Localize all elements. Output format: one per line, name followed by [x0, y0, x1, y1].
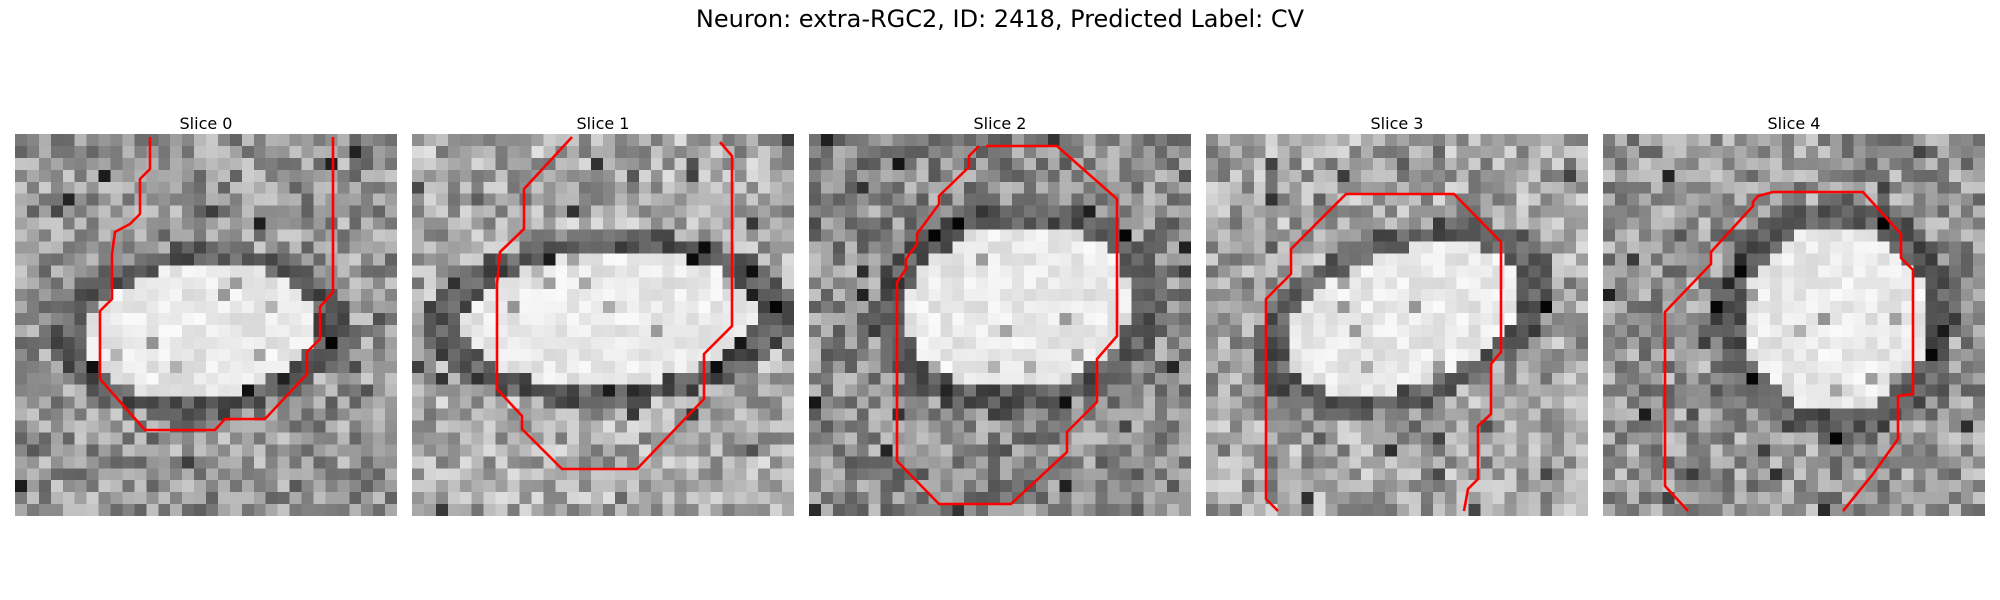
slice-panel-3: Slice 3 [1206, 114, 1588, 520]
cell-contour [98, 137, 335, 432]
slice-panel-0: Slice 0 [15, 114, 397, 520]
slice-title: Slice 1 [576, 114, 630, 133]
microscopy-image [809, 134, 1191, 516]
slice-panel-2: Slice 2 [809, 114, 1191, 520]
microscopy-image [1206, 134, 1588, 516]
microscopy-image [412, 134, 794, 516]
slice-title: Slice 0 [179, 114, 233, 133]
slice-title: Slice 4 [1767, 114, 1821, 133]
cell-contour [1264, 192, 1503, 512]
cell-contour [495, 136, 734, 471]
cell-contour [1663, 190, 1915, 512]
figure-title: Neuron: extra-RGC2, ID: 2418, Predicted … [695, 5, 1305, 33]
slice-panel-4: Slice 4 [1603, 114, 1985, 520]
slice-title: Slice 2 [973, 114, 1027, 133]
microscopy-image [1603, 134, 1985, 516]
cell-contour [895, 144, 1119, 506]
slice-panel-1: Slice 1 [412, 114, 794, 520]
slice-title: Slice 3 [1370, 114, 1424, 133]
